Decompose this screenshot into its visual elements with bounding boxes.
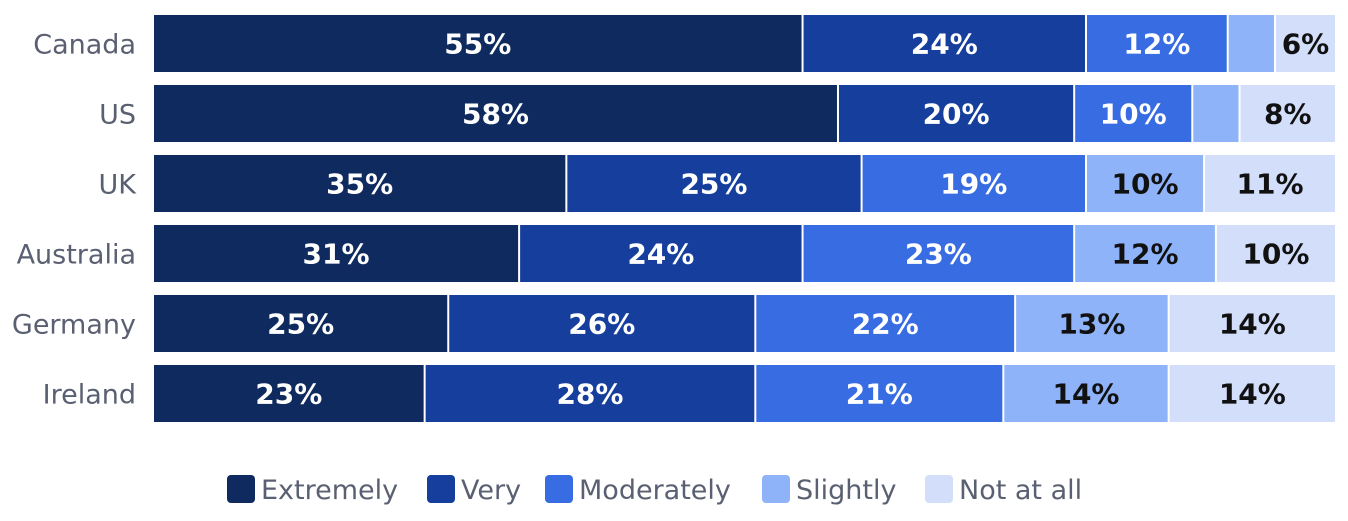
data-label: 10% — [1112, 168, 1179, 201]
legend-label: Slightly — [796, 475, 896, 506]
category-label: US — [99, 100, 136, 131]
bar-segment-moderately — [756, 365, 1003, 422]
legend-swatch — [227, 475, 255, 503]
legend-item-extremely: Extremely — [227, 475, 398, 506]
bar-segment-slightly — [1004, 365, 1168, 422]
data-label: 25% — [267, 308, 334, 341]
bar-segment-not-at-all — [1240, 85, 1335, 142]
legend-label: Very — [461, 475, 521, 506]
bar-segment-very — [449, 295, 755, 352]
bar-segment-extremely — [154, 15, 802, 72]
category-label: UK — [99, 170, 138, 201]
data-label: 26% — [568, 308, 635, 341]
legend-label: Not at all — [959, 475, 1082, 506]
data-label: 12% — [1112, 238, 1179, 271]
category-label: Ireland — [43, 380, 136, 411]
legend-item-not-at-all: Not at all — [925, 475, 1082, 506]
legend-swatch — [762, 475, 790, 503]
data-label: 24% — [911, 28, 978, 61]
data-label: 28% — [556, 378, 623, 411]
bar-segment-extremely — [154, 155, 566, 212]
data-label: 58% — [462, 98, 529, 131]
bar-segment-extremely — [154, 365, 424, 422]
bar-row-uk: 35% 25% 19% 10% 11% — [154, 155, 1335, 212]
bar-segment-moderately — [1075, 85, 1192, 142]
bar-segment-moderately — [803, 225, 1074, 282]
bar-segment-not-at-all — [1169, 295, 1335, 352]
data-label: 24% — [627, 238, 694, 271]
legend-swatch — [545, 475, 573, 503]
bar-segment-not-at-all — [1169, 365, 1335, 422]
data-label: 11% — [1237, 168, 1304, 201]
bar-segment-very — [567, 155, 861, 212]
legend-item-moderately: Moderately — [545, 475, 731, 506]
bar-row-canada: 55% 24% 12% 6% — [154, 15, 1335, 72]
bar-segment-extremely — [154, 225, 519, 282]
category-label: Germany — [12, 310, 136, 341]
bar-row-ireland: 23% 28% 21% 14% 14% — [154, 365, 1335, 422]
data-label: 25% — [680, 168, 747, 201]
data-label: 14% — [1219, 308, 1286, 341]
data-label: 22% — [852, 308, 919, 341]
bar-segment-very — [520, 225, 802, 282]
bar-segment-very — [838, 85, 1074, 142]
data-label: 20% — [923, 98, 990, 131]
bar-row-australia: 31% 24% 23% 12% 10% — [154, 225, 1335, 282]
bar-segment-slightly — [1228, 15, 1274, 72]
legend-swatch — [427, 475, 455, 503]
bar-segment-not-at-all — [1216, 225, 1335, 282]
category-label: Australia — [17, 240, 136, 271]
data-label: 21% — [846, 378, 913, 411]
legend: Extremely Very Moderately Slightly Not at al… — [227, 475, 1082, 506]
bar-segment-very — [425, 365, 755, 422]
bar-segment-slightly — [1075, 225, 1215, 282]
legend-label: Extremely — [261, 475, 398, 506]
data-label: 13% — [1058, 308, 1125, 341]
data-label: 23% — [905, 238, 972, 271]
legend-item-slightly: Slightly — [762, 475, 896, 506]
category-axis-labels: Canada US UK Australia Germany Ireland — [12, 30, 137, 411]
bar-row-us: 58% 20% 10% 8% — [154, 85, 1335, 142]
category-label: Canada — [33, 30, 136, 61]
data-label: 12% — [1123, 28, 1190, 61]
bar-segment-slightly — [1193, 85, 1239, 142]
bar-segment-extremely — [154, 295, 448, 352]
data-label: 10% — [1100, 98, 1167, 131]
bar-segment-very — [803, 15, 1085, 72]
data-label: 55% — [444, 28, 511, 61]
bar-segment-not-at-all — [1275, 15, 1335, 72]
plot-area: 55% 24% 12% 6% 58% 20% 10% 8% 35% 25% 19% 10% 11% 31%… — [154, 15, 1335, 422]
legend-item-very: Very — [427, 475, 521, 506]
data-label: 14% — [1219, 378, 1286, 411]
bar-segment-slightly — [1016, 295, 1168, 352]
bar-segment-slightly — [1086, 155, 1204, 212]
data-label: 6% — [1282, 28, 1330, 61]
bar-segment-moderately — [862, 155, 1085, 212]
legend-swatch — [925, 475, 953, 503]
bar-segment-extremely — [154, 85, 837, 142]
data-label: 35% — [326, 168, 393, 201]
bar-segment-moderately — [756, 295, 1015, 352]
bar-segment-moderately — [1086, 15, 1227, 72]
legend-label: Moderately — [579, 475, 731, 506]
data-label: 31% — [303, 238, 370, 271]
bar-segment-not-at-all — [1205, 155, 1335, 212]
bar-row-germany: 25% 26% 22% 13% 14% — [154, 295, 1335, 352]
data-label: 23% — [255, 378, 322, 411]
data-label: 8% — [1264, 98, 1312, 131]
data-label: 10% — [1242, 238, 1309, 271]
data-label: 19% — [940, 168, 1007, 201]
data-label: 14% — [1052, 378, 1119, 411]
